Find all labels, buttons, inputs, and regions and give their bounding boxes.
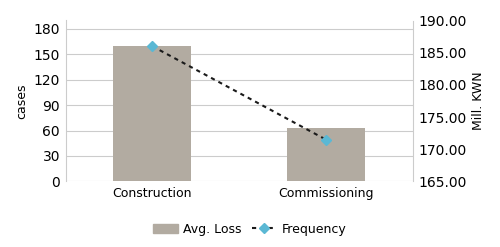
Y-axis label: Mill. KWN: Mill. KWN — [472, 72, 485, 130]
Y-axis label: cases: cases — [15, 83, 28, 119]
Bar — [114, 46, 192, 181]
Bar — [287, 128, 365, 181]
Legend: Avg. Loss, Frequency: Avg. Loss, Frequency — [148, 218, 352, 241]
